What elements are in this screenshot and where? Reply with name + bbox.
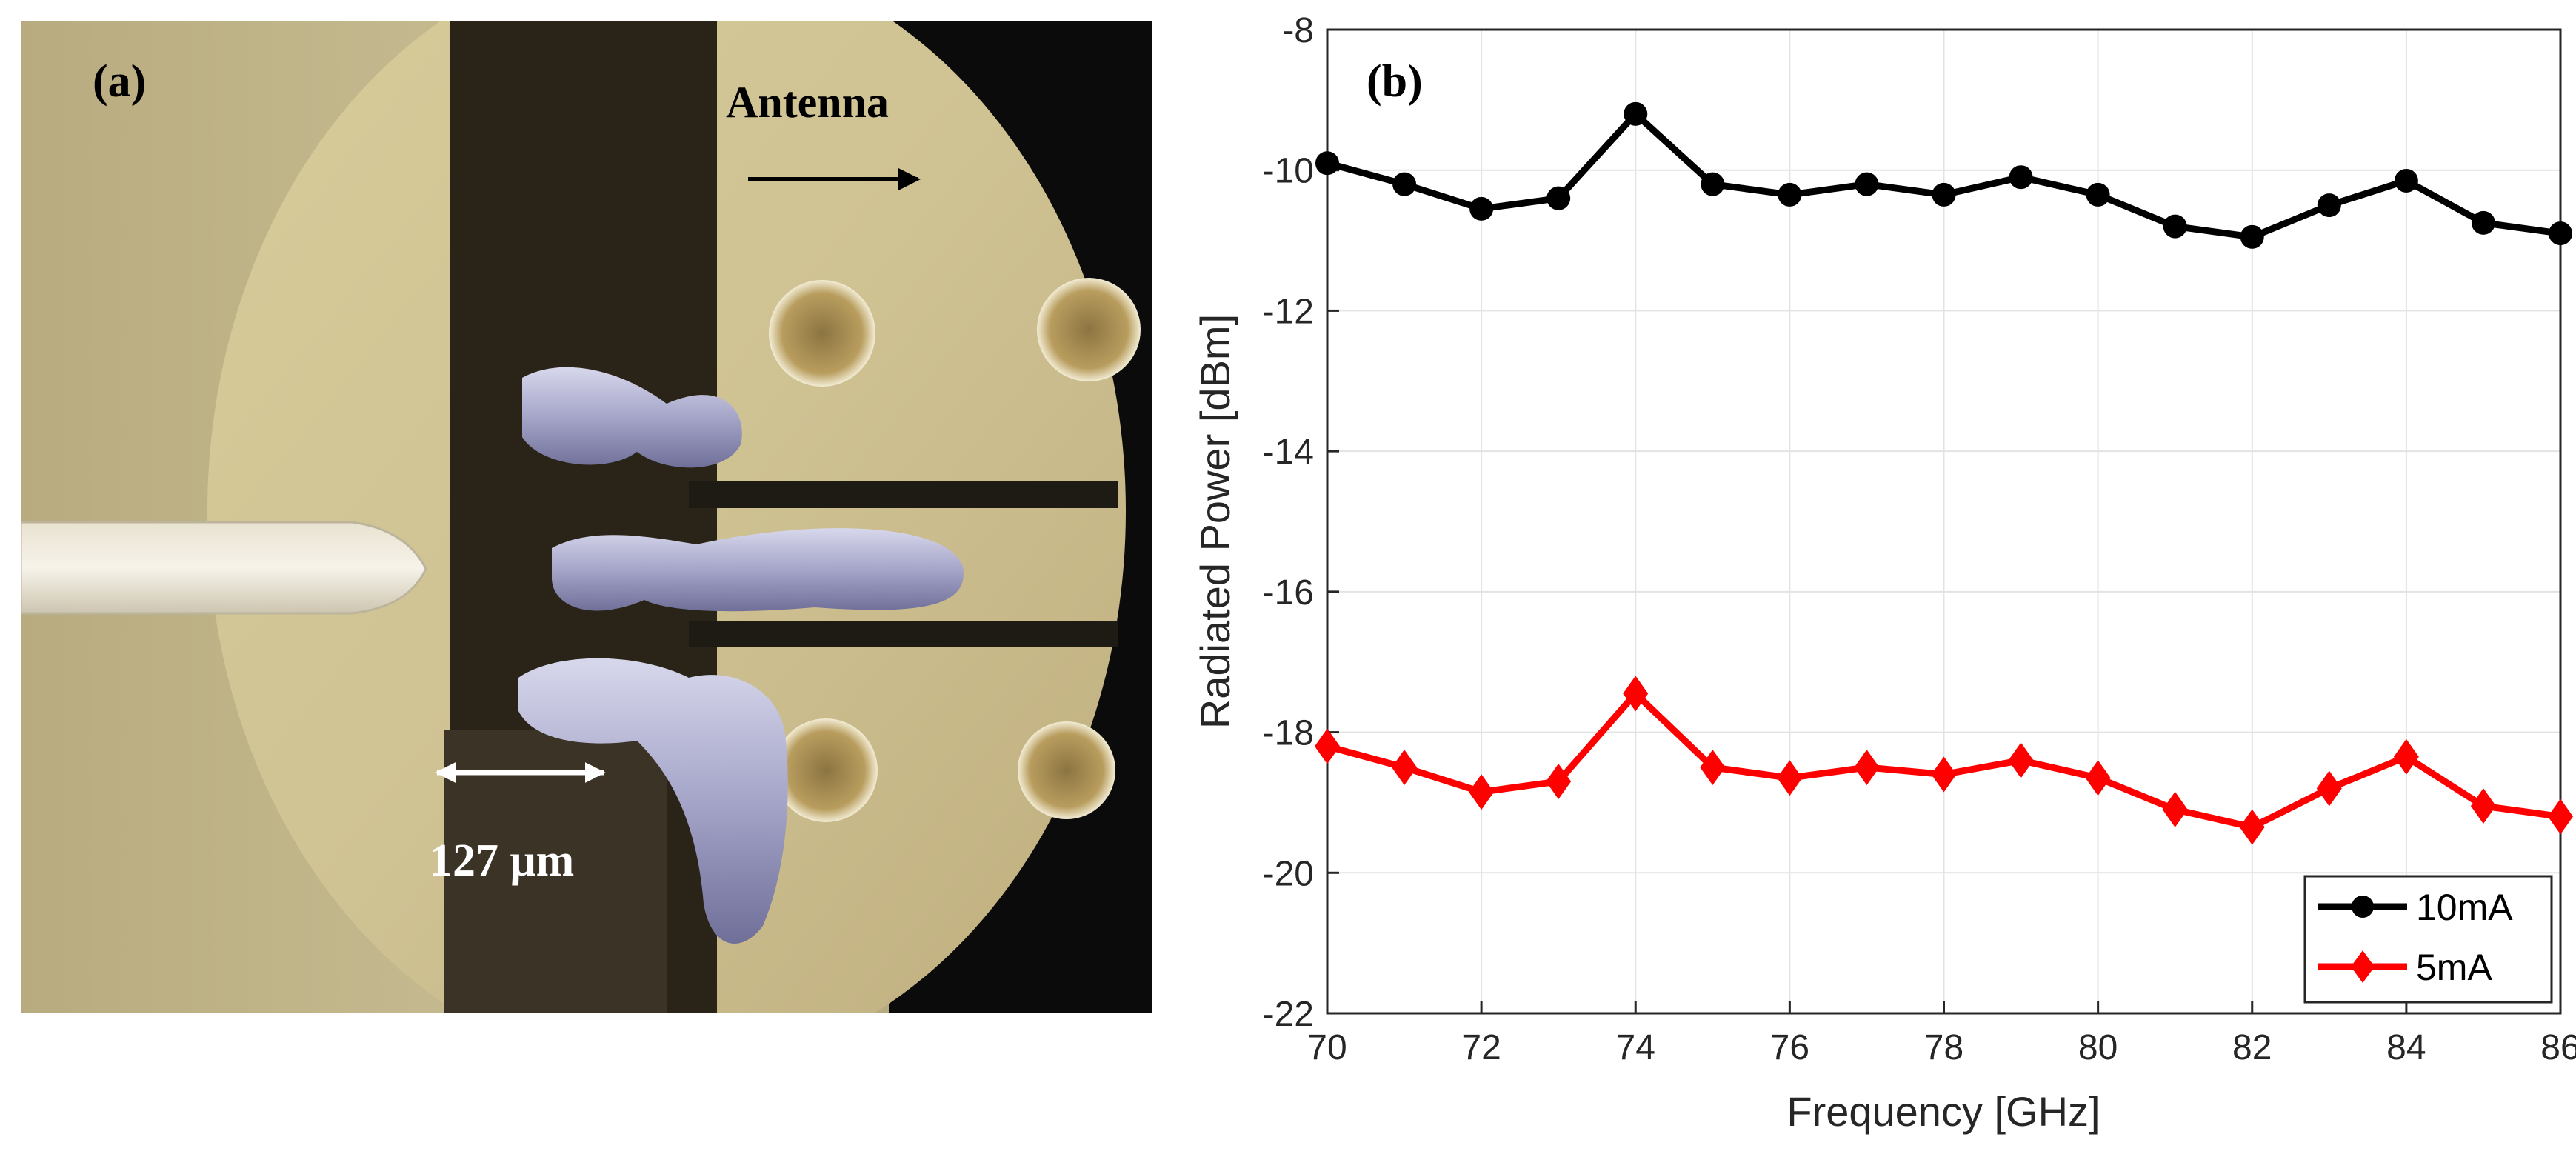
data-point-5mA [1700,750,1726,785]
data-point-5mA [1546,763,1572,799]
legend-box [2303,875,2553,1004]
data-point-10mA [1469,196,1494,221]
x-axis-label: Frequency [GHz] [1786,1088,2100,1135]
data-point-10mA [1855,172,1879,196]
y-tick-labels: -22 -20 -18 -16 -14 -12 -10 -8 [1263,11,1314,1034]
x-tick-label: 80 [2078,1028,2118,1067]
data-point-10mA [1701,172,1725,196]
chart-panel: 70 72 74 76 78 80 82 84 86 -22 -20 -18 -16 -14 -12 -10… [1192,11,2576,1135]
panel-b-label: (b) [1367,56,1423,107]
data-point-10mA [1932,182,1956,207]
via [1018,721,1115,819]
y-axis-label: Radiated Power [dBm] [1192,314,1238,729]
data-point-5mA [1623,676,1649,712]
x-tick-label: 76 [1770,1028,1809,1067]
data-point-5mA [2316,770,2342,807]
x-tick-label: 70 [1307,1028,1347,1067]
legend-marker-5mA [2351,950,2375,983]
via [1037,278,1141,381]
data-point-5mA [2393,738,2419,775]
x-tick-label: 86 [2540,1028,2576,1067]
data-point-5mA [2008,742,2034,778]
legend-label-10mA: 10mA [2416,887,2513,928]
data-point-5mA [1469,774,1495,810]
data-point-10mA [2394,168,2418,193]
data-point-10mA [1624,101,1648,126]
plot-frame [1326,28,2562,1015]
x-tick-label: 84 [2386,1028,2426,1067]
antenna-label: Antenna [726,78,889,127]
panel-a-label: (a) [93,56,146,107]
data-point-10mA [2086,182,2110,207]
solder-pad [522,367,742,468]
data-point-5mA [1777,760,1803,796]
data-point-5mA [2548,798,2573,835]
y-tick-label: -20 [1263,854,1314,893]
transmission-line-lower [689,621,1118,647]
y-tick-label: -16 [1263,573,1314,613]
data-point-5mA [1931,756,1957,793]
y-tick-label: -18 [1263,714,1314,753]
data-point-5mA [2470,788,2496,824]
legend-label-5mA: 5mA [2416,947,2492,988]
y-tick-label: -8 [1282,11,1314,50]
micrograph-panel [21,21,1152,1013]
data-point-5mA [1854,750,1880,785]
fiber-probe [21,521,427,615]
y-tick-label: -12 [1263,292,1314,331]
legend: 10mA 5mA [2303,875,2553,1004]
data-point-10mA [1546,186,1571,210]
y-tick-label: -10 [1263,152,1314,191]
data-point-10mA [1778,182,1802,207]
data-point-10mA [2317,193,2341,218]
solder-pad [552,528,964,612]
data-point-10mA [2009,165,2033,190]
series-layer [1315,101,2573,845]
data-point-10mA [2163,214,2187,239]
scale-label: 127 μm [430,836,574,886]
x-tick-label: 78 [1924,1028,1963,1067]
y-tick-label: -22 [1263,995,1314,1034]
transmission-line-upper [689,481,1118,508]
legend-marker-10mA [2352,896,2374,918]
via [769,280,875,387]
data-point-5mA [1315,728,1340,764]
data-point-10mA [2471,210,2495,235]
data-point-10mA [2240,224,2264,249]
y-tick-label: -14 [1263,433,1314,472]
data-point-5mA [2162,791,2188,827]
data-point-5mA [1392,750,1418,785]
data-point-10mA [2549,221,2572,246]
x-tick-labels: 70 72 74 76 78 80 82 84 86 [1307,1028,2576,1067]
solder-pad [518,658,788,944]
x-tick-label: 74 [1616,1028,1655,1067]
data-point-10mA [1392,172,1417,196]
x-tick-label: 72 [1461,1028,1501,1067]
data-point-10mA [1315,151,1339,176]
via [774,718,878,822]
data-point-5mA [2085,760,2111,796]
data-point-5mA [2239,809,2265,845]
x-tick-label: 82 [2232,1028,2272,1067]
